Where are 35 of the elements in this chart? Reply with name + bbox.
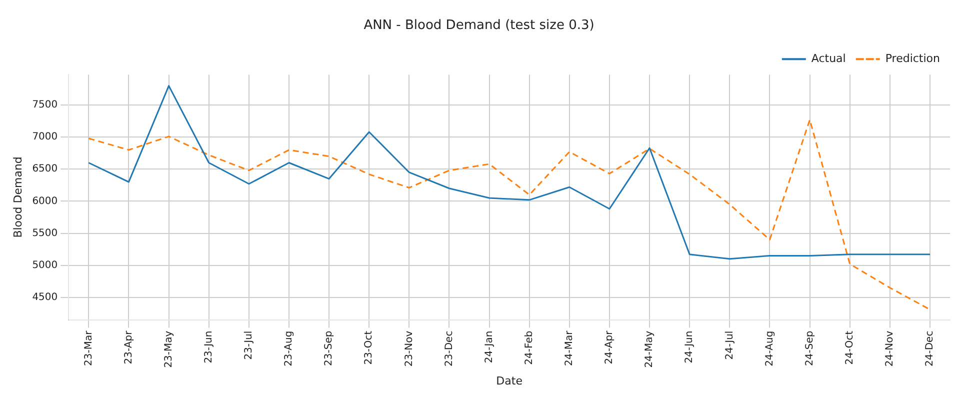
y-tick-label: 6500 bbox=[32, 164, 58, 175]
x-tick-label: 24-May bbox=[644, 330, 656, 368]
x-tick-label: 24-Sep bbox=[804, 330, 816, 366]
x-tick-label: 24-Oct bbox=[844, 330, 856, 365]
x-tick-label: 23-Jul bbox=[244, 330, 255, 360]
x-tick-label: 23-Mar bbox=[83, 330, 94, 366]
legend-label: Actual bbox=[811, 52, 846, 65]
x-tick-label: 24-Aug bbox=[764, 330, 776, 366]
y-tick-label: 6000 bbox=[32, 196, 58, 207]
y-tick-label: 7500 bbox=[32, 100, 58, 111]
y-tick-label: 5000 bbox=[32, 260, 58, 271]
y-tick-label: 7000 bbox=[32, 132, 58, 143]
x-tick-label: 24-Jun bbox=[684, 330, 696, 364]
x-tick-label: 24-Jul bbox=[724, 330, 736, 360]
x-tick-label: 23-Dec bbox=[444, 330, 455, 366]
y-axis-title: Blood Demand bbox=[11, 156, 24, 238]
x-tick-label: 24-Jan bbox=[484, 330, 495, 364]
chart-title: ANN - Blood Demand (test size 0.3) bbox=[364, 18, 594, 34]
x-tick-label: 23-Jun bbox=[203, 330, 214, 364]
x-axis-title: Date bbox=[496, 374, 523, 388]
x-tick-label: 23-Apr bbox=[123, 330, 134, 364]
x-tick-label: 24-Feb bbox=[524, 330, 535, 365]
x-tick-label: 24-Nov bbox=[884, 330, 896, 367]
legend-label: Prediction bbox=[885, 52, 940, 65]
y-tick-label: 4500 bbox=[32, 292, 58, 303]
line-series bbox=[88, 119, 931, 310]
x-tick-label: 23-Oct bbox=[364, 330, 375, 365]
x-tick-label: 24-Mar bbox=[564, 330, 576, 366]
y-tick-label: 5500 bbox=[32, 228, 58, 239]
x-tick-label: 23-Aug bbox=[284, 330, 295, 366]
x-tick-label: 23-May bbox=[163, 330, 174, 368]
x-tick-label: 24-Dec bbox=[924, 330, 936, 366]
x-tick-label: 23-Nov bbox=[404, 330, 415, 367]
x-tick-label: 24-Apr bbox=[604, 330, 616, 364]
x-tick-label: 23-Sep bbox=[324, 330, 335, 366]
